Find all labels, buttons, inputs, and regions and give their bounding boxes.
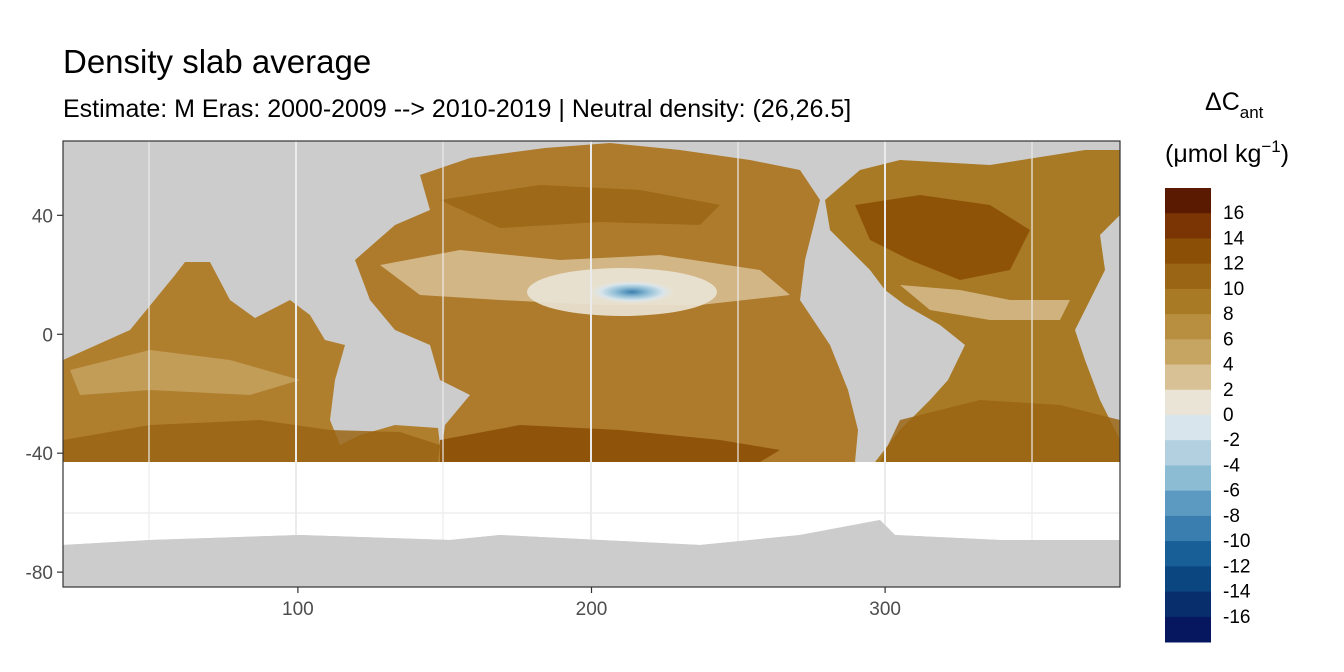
legend-color-step bbox=[1165, 541, 1211, 567]
legend-break-label: 4 bbox=[1223, 355, 1234, 376]
band-north-pacific bbox=[440, 185, 720, 228]
plot-panel bbox=[63, 141, 1120, 587]
legend-color-step bbox=[1165, 188, 1211, 214]
legend-color-step bbox=[1165, 415, 1211, 441]
legend-break-label: -6 bbox=[1223, 481, 1240, 502]
chart-subtitle: Estimate: M Eras: 2000-2009 --> 2010-201… bbox=[63, 95, 851, 123]
y-tick-label: -40 bbox=[26, 444, 53, 465]
legend-color-step bbox=[1165, 263, 1211, 290]
legend-break-label: -14 bbox=[1223, 582, 1251, 603]
legend-color-step bbox=[1165, 364, 1211, 391]
legend-break-label: -2 bbox=[1223, 430, 1240, 451]
legend-break-label: 10 bbox=[1223, 279, 1244, 300]
ocean-indian bbox=[63, 262, 442, 462]
legend-break-label: 6 bbox=[1223, 329, 1234, 350]
x-tick-label: 300 bbox=[869, 599, 901, 620]
legend-break-label: 14 bbox=[1223, 228, 1245, 249]
legend-color-step bbox=[1165, 288, 1211, 315]
band-north-atlantic bbox=[855, 195, 1030, 280]
legend-color-step bbox=[1165, 566, 1211, 593]
y-axis: 40 0 -40 -80 bbox=[26, 206, 63, 584]
band-south-pacific bbox=[440, 425, 780, 462]
grid bbox=[63, 141, 1120, 587]
legend-color-step bbox=[1165, 213, 1211, 239]
legend: ΔCant (μmol kg−1) 16 14 12 10 8 6 4 2 0 -2 -4 -6 -8 -… bbox=[1165, 88, 1289, 643]
legend-color-step bbox=[1165, 515, 1211, 542]
legend-unit-exponent: −1 bbox=[1261, 137, 1280, 156]
legend-break-label: 0 bbox=[1223, 405, 1234, 426]
legend-color-step bbox=[1165, 314, 1211, 340]
band-indian-light bbox=[70, 350, 300, 395]
y-tick-label: 0 bbox=[42, 325, 53, 346]
legend-break-label: -12 bbox=[1223, 556, 1250, 577]
legend-break-label: -8 bbox=[1223, 506, 1240, 527]
y-tick-label: 40 bbox=[32, 206, 53, 227]
legend-title-sub: ant bbox=[1240, 103, 1264, 122]
legend-break-label: -4 bbox=[1223, 455, 1240, 476]
legend-break-label: -10 bbox=[1223, 531, 1250, 552]
legend-unit-close: ) bbox=[1281, 140, 1289, 168]
band-south-indian bbox=[63, 420, 440, 462]
legend-break-label: 8 bbox=[1223, 304, 1234, 325]
anomaly-core bbox=[587, 280, 677, 304]
legend-break-label: 16 bbox=[1223, 203, 1244, 224]
legend-break-label: 2 bbox=[1223, 380, 1234, 401]
x-tick-label: 200 bbox=[576, 599, 608, 620]
legend-colorbar bbox=[1165, 188, 1211, 643]
y-tick-label: -80 bbox=[26, 563, 53, 584]
antarctica-top bbox=[63, 520, 1120, 587]
band-tropical-atlantic-light bbox=[900, 285, 1070, 320]
legend-color-step bbox=[1165, 389, 1211, 416]
legend-break-label: -16 bbox=[1223, 607, 1250, 628]
legend-color-step bbox=[1165, 591, 1211, 618]
legend-title-main: ΔCant bbox=[1205, 88, 1264, 122]
legend-color-step bbox=[1165, 238, 1211, 265]
legend-title-unit: (μmol kg−1) bbox=[1165, 137, 1289, 168]
legend-color-step bbox=[1165, 465, 1211, 492]
legend-break-label: 12 bbox=[1223, 254, 1244, 275]
x-axis: 100 200 300 bbox=[282, 587, 901, 620]
chart-title: Density slab average bbox=[63, 43, 371, 80]
x-tick-label: 100 bbox=[282, 599, 314, 620]
legend-color-step bbox=[1165, 616, 1211, 643]
legend-color-step bbox=[1165, 490, 1211, 517]
legend-color-step bbox=[1165, 339, 1211, 366]
legend-color-step bbox=[1165, 440, 1211, 466]
band-south-atlantic bbox=[880, 400, 1120, 462]
legend-labels: 16 14 12 10 8 6 4 2 0 -2 -4 -6 -8 -10 -12 -14 -16 bbox=[1223, 203, 1251, 628]
